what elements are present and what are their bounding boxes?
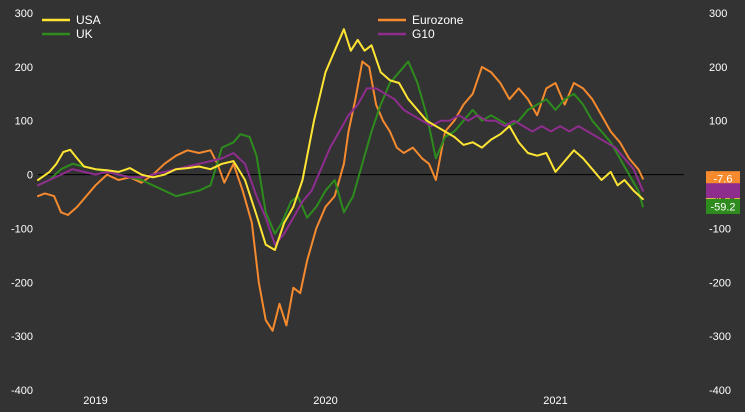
- y-axis-left: -400 -300 -200 -100 0 100 200 300: [11, 8, 33, 397]
- legend-label: Eurozone: [412, 13, 464, 27]
- end-label-box: [706, 198, 740, 214]
- end-value-labels: -45.5-59.2-7.6: [706, 171, 740, 214]
- end-label-box: [706, 171, 740, 187]
- series-lines: [37, 28, 644, 332]
- x-tick-label: 2020: [313, 395, 337, 407]
- series-line-g10: [37, 87, 644, 246]
- series-line-usa: [37, 28, 644, 251]
- y-tick-label-left: 0: [27, 170, 33, 182]
- end-label-uk: -59.2: [706, 198, 740, 214]
- x-tick-label: 2021: [543, 395, 567, 407]
- legend-label: USA: [76, 13, 101, 27]
- legend-label: G10: [412, 27, 435, 41]
- y-tick-label-left: 300: [15, 8, 33, 20]
- end-label-eurozone: -7.6: [706, 171, 740, 187]
- legend-item-usa: USA: [42, 13, 101, 27]
- y-tick-label-left: -100: [11, 223, 33, 235]
- series-line-eurozone: [37, 60, 644, 332]
- legend-label: UK: [76, 27, 93, 41]
- end-label-value: -7.6: [714, 174, 733, 186]
- y-tick-label-right: -300: [709, 331, 731, 343]
- y-tick-label-right: 300: [709, 8, 727, 20]
- y-tick-label-right: 200: [709, 62, 727, 74]
- y-tick-label-left: 100: [15, 116, 33, 128]
- y-tick-label-right: -200: [709, 277, 731, 289]
- y-tick-label-right: -400: [709, 385, 731, 397]
- y-tick-label-left: -300: [11, 331, 33, 343]
- y-tick-label-left: -200: [11, 277, 33, 289]
- legend-item-uk: UK: [42, 27, 93, 41]
- series-line-uk: [37, 60, 644, 235]
- y-tick-label-left: 200: [15, 62, 33, 74]
- end-label-value: -59.2: [710, 201, 735, 213]
- end-label-box: [706, 183, 740, 199]
- end-label-g10: [706, 183, 740, 199]
- x-tick-label: 2019: [83, 395, 107, 407]
- y-tick-label-right: 100: [709, 116, 727, 128]
- y-tick-label-left: -400: [11, 385, 33, 397]
- y-tick-label-right: -100: [709, 223, 731, 235]
- x-axis: 2019 2020 2021: [83, 395, 567, 407]
- legend-item-eurozone: Eurozone: [378, 13, 464, 27]
- legend-item-g10: G10: [378, 27, 435, 41]
